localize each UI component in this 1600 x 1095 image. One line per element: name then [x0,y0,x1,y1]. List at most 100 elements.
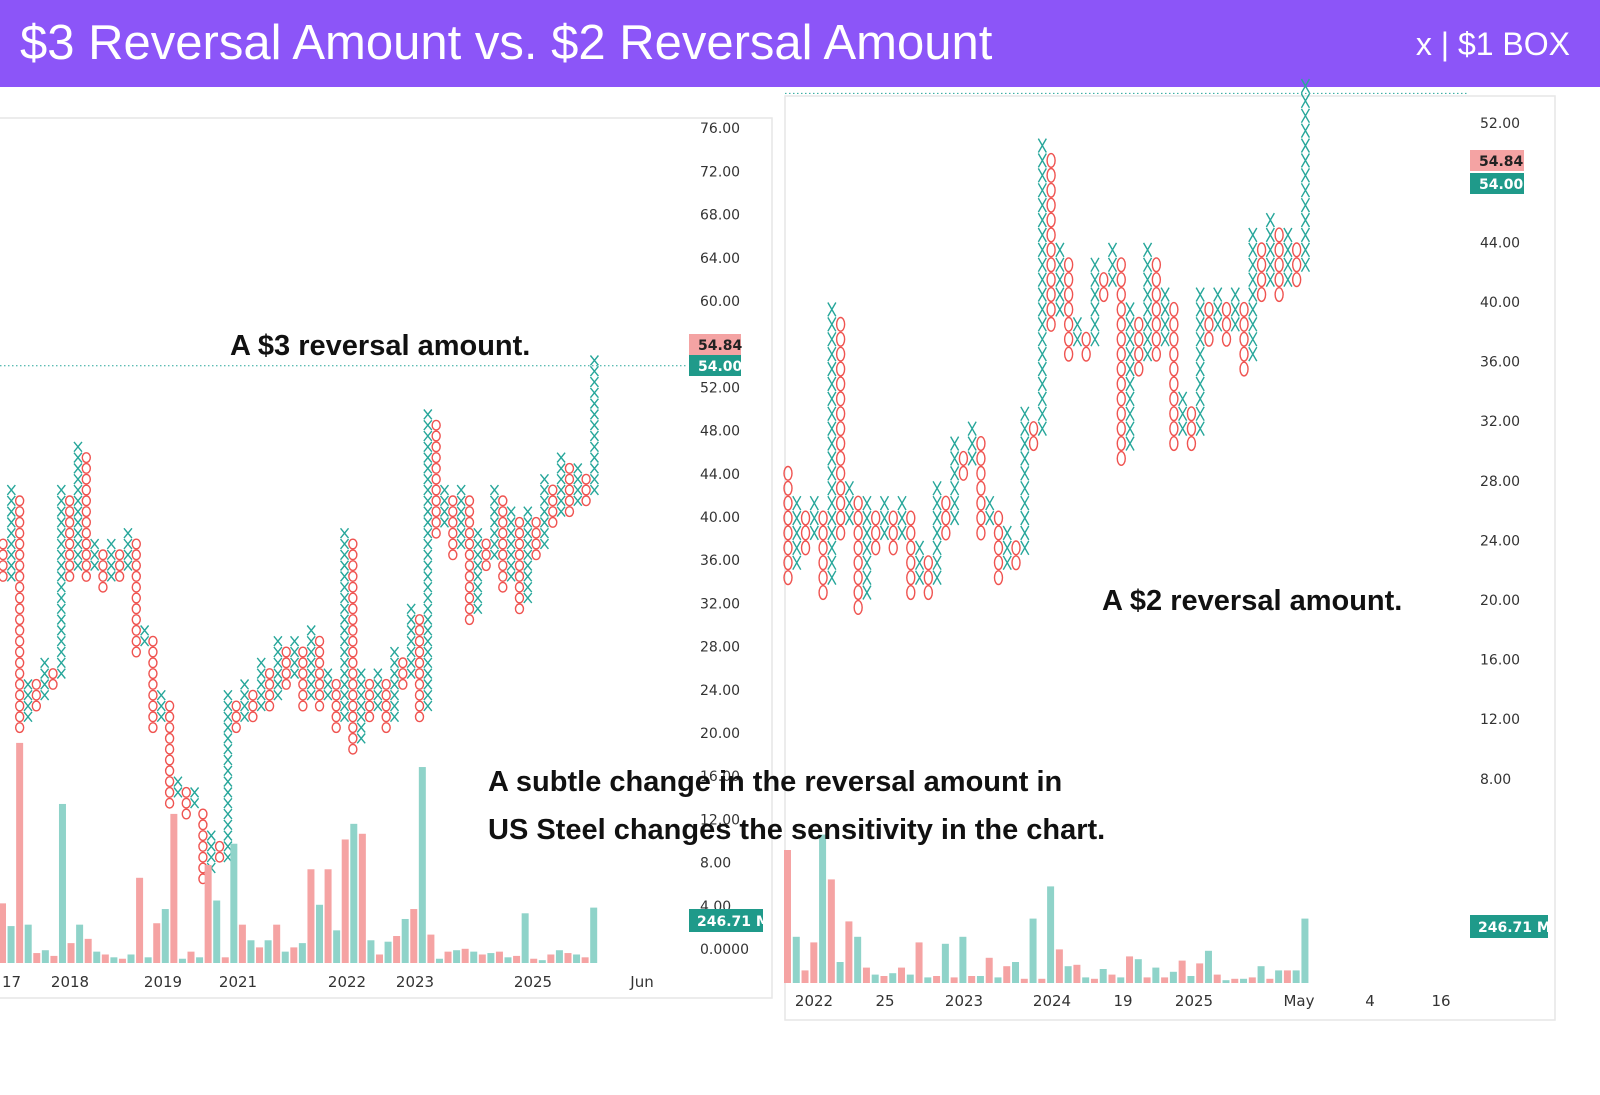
o-column [1239,301,1249,377]
o-box [381,700,391,712]
x-box [140,635,150,647]
o-box [1099,286,1109,303]
x-box [589,473,599,485]
o-box [1204,301,1214,318]
x-box [473,581,483,593]
volume-bar [230,843,238,963]
o-box [1256,286,1267,303]
x-box [914,540,925,556]
o-box [148,646,158,658]
x-box [6,549,16,561]
x-box [56,549,66,561]
x-box [506,571,516,582]
o-box [581,495,591,507]
x-box [897,510,907,526]
o-box [1221,331,1232,347]
x-box [1125,376,1135,392]
volume-tag-label: 246.71 M [697,914,770,930]
o-box [64,506,75,518]
x-box [1213,317,1223,332]
volume-bar [547,954,555,963]
o-box [1063,346,1074,362]
x-box [339,689,350,701]
x-box [423,560,433,571]
x-column [56,484,66,679]
x-box [256,689,266,701]
o-column [1081,331,1091,362]
x-box [1037,197,1047,213]
x-box [879,525,890,541]
x-box [932,525,942,541]
o-box [398,668,408,680]
x-box [950,510,960,526]
o-box [835,361,846,377]
o-box [348,743,358,755]
x-box [40,689,50,701]
o-column [398,657,408,690]
o-box [783,480,793,496]
x-box [339,711,350,723]
x-box [573,484,583,496]
x-box [373,668,383,679]
x-box [456,495,466,507]
o-box [414,646,425,658]
x-box [1248,287,1258,302]
x-tick-label: 2023 [396,973,434,991]
volume-bar [110,957,118,963]
o-box [564,473,575,485]
o-box [81,516,92,528]
o-column [314,635,325,712]
volume-bar [1292,970,1300,983]
x-column [506,506,516,582]
x-box [1037,153,1047,168]
x-box [73,538,83,550]
o-box [364,700,375,712]
o-box [131,646,141,658]
o-box [1116,257,1126,273]
x-box [589,484,599,496]
x-box [1090,331,1100,347]
volume-bar [435,958,443,963]
o-box [1151,286,1162,303]
x-box [1248,257,1258,273]
x-box [523,527,533,539]
x-box [589,441,599,453]
x-box [827,331,837,347]
o-box [1186,406,1197,422]
x-box [56,668,66,679]
x-column [439,484,450,528]
x-box [862,585,872,600]
o-column [331,678,341,734]
y-tick-label: 16.00 [1480,653,1520,669]
o-box [298,657,308,669]
o-box [348,538,358,550]
o-column [853,495,863,616]
x-box [256,668,266,679]
x-box [56,517,66,528]
o-box [348,549,358,561]
volume-bar [1275,970,1283,983]
x-box [1265,272,1275,287]
volume-bar [1055,949,1063,983]
x-box [1090,287,1100,302]
o-column [248,689,258,723]
o-box [164,732,175,744]
volume-bar [1240,978,1248,983]
o-box [531,516,541,528]
x-box [1160,331,1170,347]
o-box [81,549,92,561]
o-box [1011,540,1021,556]
o-box [414,635,425,647]
o-box [464,570,475,582]
o-box [1151,316,1162,332]
x-box [6,538,16,550]
pnf-columns [0,355,599,885]
last-price-label: 54.00 [1479,177,1524,193]
x-box [456,527,466,539]
y-tick-label: 20.00 [1480,593,1520,609]
x-box [156,700,166,712]
o-box [958,465,969,481]
x-column [589,355,599,496]
x-box [356,722,366,733]
x-box [1142,272,1153,287]
